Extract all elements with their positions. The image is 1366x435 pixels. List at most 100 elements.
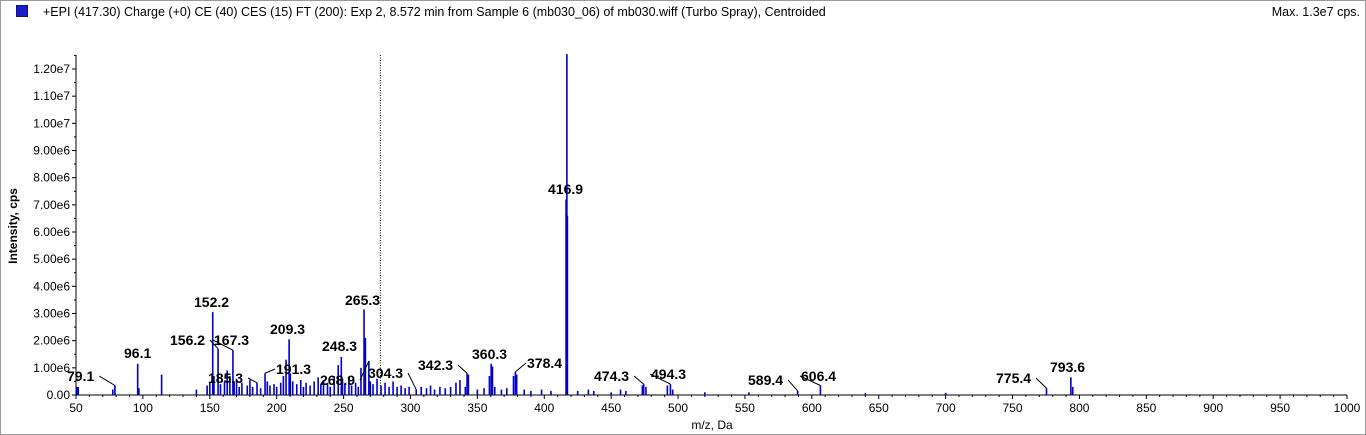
peak-bar bbox=[213, 375, 215, 395]
peak-bar bbox=[333, 375, 336, 395]
peak-bar bbox=[396, 386, 398, 395]
y-tick-label: 1.20e7 bbox=[33, 62, 70, 76]
peak-bar bbox=[344, 384, 346, 395]
peak-bar bbox=[944, 392, 947, 395]
peak-bar bbox=[376, 378, 378, 395]
peak-bar bbox=[540, 389, 543, 395]
y-tick-label: 4.00e6 bbox=[33, 279, 70, 293]
peak-label: 474.3 bbox=[594, 368, 629, 384]
peak-bar bbox=[217, 348, 219, 395]
peak-bar bbox=[530, 390, 532, 395]
peak-bar bbox=[302, 386, 305, 395]
peak-label: 209.3 bbox=[270, 321, 305, 337]
peak-label-leader bbox=[212, 339, 234, 351]
peak-bar bbox=[232, 350, 234, 395]
peak-bar bbox=[415, 389, 418, 395]
peak-bar bbox=[587, 389, 590, 395]
peak-bar bbox=[241, 382, 243, 395]
peak-bar bbox=[76, 387, 79, 395]
peak-bar bbox=[566, 215, 569, 395]
peak-bar bbox=[249, 380, 251, 395]
peak-label: 304.3 bbox=[368, 365, 403, 381]
peak-label: 156.2 bbox=[170, 332, 205, 348]
peak-bar bbox=[1045, 388, 1048, 395]
peak-bar bbox=[493, 386, 496, 395]
x-tick-label: 550 bbox=[735, 401, 755, 415]
peak-bar bbox=[483, 388, 485, 395]
peak-bar bbox=[439, 386, 441, 395]
peak-bar bbox=[288, 339, 290, 395]
x-tick-label: 950 bbox=[1270, 401, 1290, 415]
x-tick-label: 850 bbox=[1136, 401, 1156, 415]
peak-bar bbox=[506, 388, 508, 395]
peak-label: 185.3 bbox=[208, 370, 243, 386]
peak-bar bbox=[704, 392, 706, 395]
peak-bar bbox=[282, 375, 285, 395]
peak-bar bbox=[400, 385, 402, 395]
x-tick-label: 900 bbox=[1203, 401, 1223, 415]
peak-bar bbox=[368, 361, 370, 395]
x-tick-label: 200 bbox=[267, 401, 287, 415]
peak-bar bbox=[392, 381, 394, 395]
peak-bar bbox=[592, 390, 595, 395]
x-tick-label: 250 bbox=[334, 401, 354, 415]
peak-label-leader bbox=[515, 362, 527, 373]
peak-bar bbox=[429, 385, 432, 395]
peak-bar bbox=[329, 386, 331, 395]
x-tick-label: 500 bbox=[668, 401, 688, 415]
peak-bar bbox=[233, 381, 235, 395]
x-tick-label: 600 bbox=[802, 401, 822, 415]
peak-label: 793.6 bbox=[1050, 359, 1085, 375]
x-tick-label: 350 bbox=[467, 401, 487, 415]
peak-bar bbox=[160, 374, 163, 395]
y-tick-label: 2.00e6 bbox=[33, 334, 70, 348]
peak-bar bbox=[136, 363, 139, 395]
peak-bar bbox=[408, 386, 410, 395]
y-tick-label: 3.00e6 bbox=[33, 307, 70, 321]
x-tick-label: 300 bbox=[400, 401, 420, 415]
peak-label: 268.9 bbox=[320, 372, 355, 388]
peak-bar bbox=[404, 388, 406, 395]
peak-label: 775.4 bbox=[996, 370, 1031, 386]
peak-bar bbox=[476, 389, 479, 395]
peak-bar bbox=[500, 389, 503, 395]
peak-label: 342.3 bbox=[418, 357, 453, 373]
y-axis-label: Intensity, cps bbox=[6, 188, 20, 264]
x-tick-label: 150 bbox=[200, 401, 220, 415]
peak-bar bbox=[444, 388, 447, 395]
peak-bar bbox=[565, 199, 567, 395]
peak-label-leader bbox=[98, 375, 116, 386]
x-tick-label: 1000 bbox=[1334, 401, 1361, 415]
peak-bar bbox=[523, 389, 525, 395]
peak-bar bbox=[619, 389, 622, 395]
peak-bar bbox=[514, 371, 517, 395]
peak-bar bbox=[309, 385, 311, 395]
peak-bar bbox=[275, 386, 278, 395]
peak-bar bbox=[322, 380, 325, 395]
peak-bar bbox=[289, 373, 292, 395]
peak-label-leader bbox=[787, 379, 799, 392]
peak-label-leader bbox=[633, 375, 644, 385]
peak-bar bbox=[111, 389, 114, 395]
peaks-layer bbox=[75, 54, 1074, 395]
peak-bar bbox=[364, 337, 367, 395]
peak-bar bbox=[219, 384, 222, 395]
y-tick-label: 1.00e6 bbox=[33, 361, 70, 375]
peak-bar bbox=[208, 382, 211, 395]
x-tick-label: 50 bbox=[69, 401, 83, 415]
peak-label-leader bbox=[407, 372, 417, 390]
peak-bar bbox=[229, 375, 231, 395]
x-tick-label: 400 bbox=[534, 401, 554, 415]
peak-label: 167.3 bbox=[214, 332, 249, 348]
x-tick-label: 650 bbox=[869, 401, 889, 415]
peak-label: 606.4 bbox=[801, 368, 836, 384]
peak-bar bbox=[238, 386, 241, 395]
y-tick-label: 5.00e6 bbox=[33, 252, 70, 266]
peak-bar bbox=[819, 385, 822, 395]
peak-bar bbox=[671, 389, 674, 395]
peak-bar bbox=[285, 359, 287, 395]
peak-bar bbox=[320, 384, 322, 395]
peak-bar bbox=[226, 370, 228, 395]
peak-bar bbox=[246, 385, 249, 395]
